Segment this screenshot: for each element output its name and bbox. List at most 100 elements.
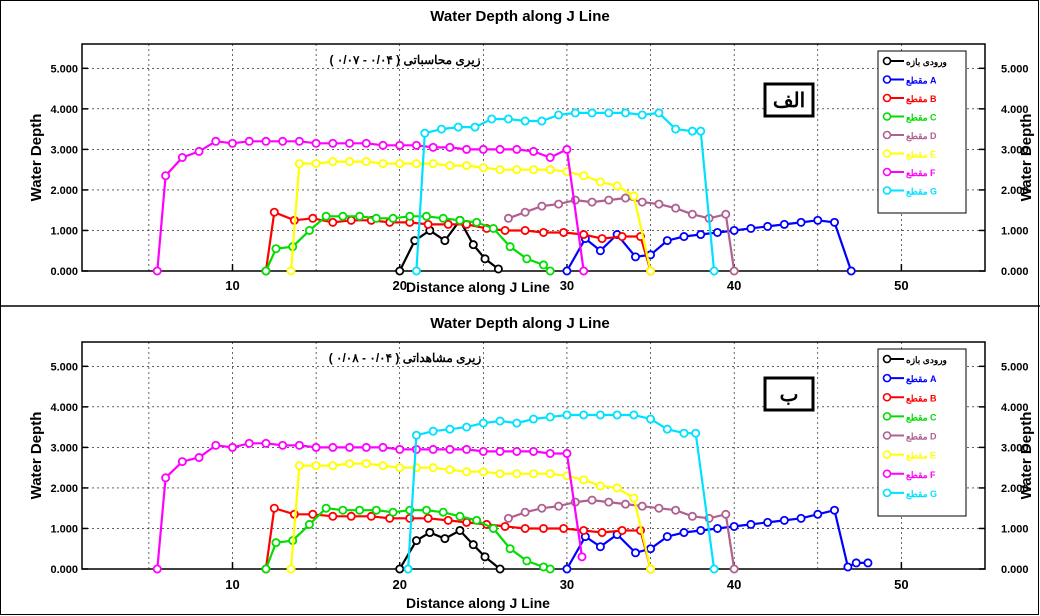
data-point-5 — [286, 564, 296, 574]
data-point-7 — [554, 110, 564, 120]
y-axis-label-right: Water Depth — [1018, 114, 1035, 202]
data-point-3 — [271, 244, 281, 254]
data-point-5 — [595, 177, 605, 187]
data-point-4 — [503, 213, 513, 223]
data-point-4 — [729, 266, 739, 276]
data-point-0 — [455, 525, 465, 535]
data-point-3 — [388, 507, 398, 517]
data-point-6 — [244, 438, 254, 448]
data-point-2 — [423, 513, 433, 523]
data-point-7 — [445, 424, 455, 434]
legend-swatch-marker — [882, 149, 892, 158]
data-point-1 — [712, 227, 722, 237]
data-point-0 — [468, 540, 478, 550]
data-point-1 — [562, 266, 572, 276]
data-point-1 — [763, 517, 773, 527]
data-point-5 — [529, 165, 539, 175]
data-point-0 — [425, 528, 435, 538]
data-point-5 — [529, 469, 539, 479]
data-point-3 — [388, 213, 398, 223]
legend-entry: مقطع A — [906, 76, 937, 87]
chart-panel-bottom: Water Depth along J Line زیری مشاهداتی ( … — [28, 315, 1035, 611]
data-point-7 — [487, 114, 497, 124]
panel-label-badge: ب — [763, 376, 815, 412]
data-point-4 — [554, 199, 564, 209]
legend-swatch-marker — [882, 56, 892, 66]
data-point-1 — [779, 515, 789, 525]
data-point-4 — [721, 509, 731, 519]
data-point-6 — [294, 440, 304, 450]
data-point-1 — [813, 509, 823, 519]
data-point-6 — [495, 446, 505, 456]
legend-swatch-marker — [882, 354, 892, 364]
data-point-6 — [478, 446, 488, 456]
data-point-2 — [500, 225, 510, 235]
data-point-7 — [537, 116, 547, 126]
data-point-7 — [545, 412, 555, 422]
data-point-6 — [395, 444, 405, 454]
data-point-4 — [520, 507, 530, 517]
y-tick-label: 3.000 — [50, 144, 78, 156]
legend-swatch-marker — [882, 186, 892, 195]
legend-swatch-marker — [882, 112, 892, 121]
series-line-2 — [264, 506, 652, 570]
y-tick-label: 2.000 — [50, 185, 78, 197]
data-point-6 — [227, 138, 237, 148]
data-point-5 — [395, 463, 405, 473]
data-point-2 — [328, 217, 338, 227]
data-point-4 — [587, 495, 597, 505]
data-point-3 — [539, 260, 549, 270]
legend-entry: مقطع F — [906, 168, 936, 179]
data-point-1 — [631, 548, 641, 558]
data-point-3 — [545, 266, 555, 276]
panel-label: الف — [773, 90, 805, 112]
data-point-7 — [637, 110, 647, 120]
data-point-3 — [438, 507, 448, 517]
data-point-0 — [440, 236, 450, 246]
data-point-1 — [813, 215, 823, 225]
data-point-1 — [595, 542, 605, 552]
legend-entry: مقطع D — [906, 131, 937, 142]
data-point-4 — [671, 505, 681, 515]
data-point-7 — [462, 422, 472, 432]
data-point-3 — [488, 223, 498, 233]
data-point-1 — [796, 217, 806, 227]
legend-swatch-marker — [882, 412, 892, 421]
data-point-5 — [286, 266, 296, 276]
panel-label-frame — [763, 82, 815, 118]
data-point-6 — [462, 144, 472, 154]
data-point-5 — [445, 161, 455, 171]
data-point-1 — [746, 519, 756, 529]
data-point-6 — [529, 446, 539, 456]
data-point-7 — [691, 428, 701, 438]
data-point-5 — [595, 481, 605, 491]
data-point-6 — [411, 140, 421, 150]
legend-swatch-marker — [882, 130, 892, 140]
x-tick-label: 10 — [225, 278, 239, 293]
data-point-2 — [597, 234, 607, 244]
data-point-7 — [679, 428, 689, 438]
data-point-5 — [378, 461, 388, 471]
legend-swatch-marker — [882, 450, 892, 459]
data-point-6 — [445, 444, 455, 454]
data-point-5 — [462, 161, 472, 171]
y-tick-label: 5.000 — [50, 63, 78, 75]
data-point-5 — [361, 459, 371, 469]
data-point-3 — [371, 505, 381, 515]
legend-swatch-marker — [882, 392, 892, 402]
y-axis-label: Water Depth — [28, 412, 45, 500]
data-point-5 — [445, 465, 455, 475]
legend-entry: ورودی بازه — [906, 355, 947, 366]
data-point-0 — [395, 266, 405, 276]
legend-entry: مقطع G — [906, 489, 937, 500]
legend-entry: ورودی بازه — [906, 57, 947, 68]
data-point-5 — [579, 171, 589, 181]
data-point-6 — [495, 144, 505, 154]
legend-swatch-marker — [882, 167, 892, 177]
data-point-5 — [612, 181, 622, 191]
data-point-5 — [495, 165, 505, 175]
chart-title: Water Depth along J Line — [430, 8, 609, 25]
data-point-5 — [428, 159, 438, 169]
legend-swatch-marker — [882, 488, 892, 498]
y-tick-label-right: 1.000 — [1001, 225, 1029, 237]
